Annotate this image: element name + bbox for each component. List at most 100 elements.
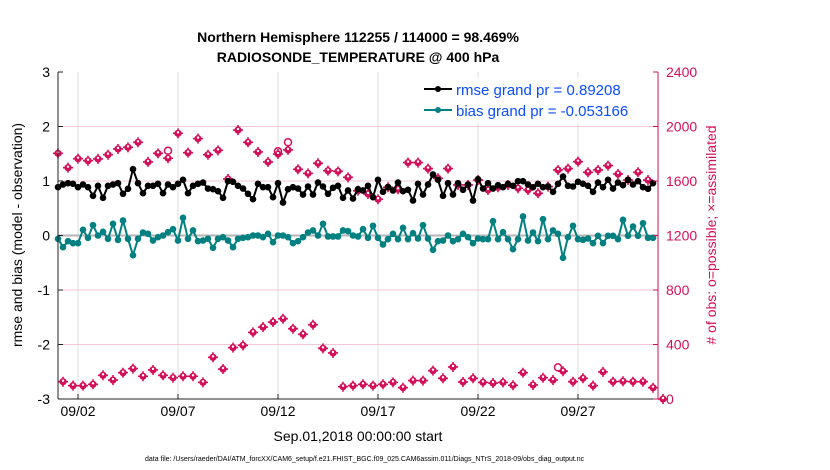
bias-point bbox=[244, 233, 252, 241]
legend-bias: bias grand pr = -0.053166 bbox=[456, 103, 628, 120]
bias-point bbox=[274, 232, 282, 239]
rmse-point bbox=[519, 177, 527, 185]
obs-marker bbox=[183, 147, 193, 158]
rmse-point bbox=[419, 191, 427, 198]
obs-marker bbox=[153, 148, 163, 159]
obs-marker bbox=[168, 372, 178, 383]
rmse-point bbox=[124, 185, 132, 193]
x-tick-label: 09/02 bbox=[60, 403, 95, 419]
obs-marker bbox=[193, 133, 203, 144]
rmse-point bbox=[294, 185, 302, 192]
bias-point bbox=[499, 228, 507, 236]
bias-point bbox=[174, 237, 182, 244]
obs-marker bbox=[113, 143, 123, 154]
bias-point bbox=[199, 237, 207, 244]
obs-marker bbox=[548, 375, 558, 386]
obs-marker bbox=[313, 158, 323, 169]
bias-point bbox=[289, 239, 297, 247]
rmse-point bbox=[349, 195, 357, 202]
obs-marker bbox=[88, 379, 98, 390]
bias-point bbox=[394, 235, 402, 243]
rmse-point bbox=[59, 181, 67, 188]
rmse-point bbox=[554, 180, 562, 188]
bias-point bbox=[549, 227, 557, 234]
obs-marker bbox=[613, 168, 623, 179]
obs-marker bbox=[143, 156, 153, 167]
rmse-point bbox=[184, 189, 192, 197]
obs-marker bbox=[403, 157, 413, 168]
obs-marker bbox=[478, 377, 488, 388]
y-tick-label-right: 1200 bbox=[666, 228, 697, 244]
bias-point bbox=[414, 235, 422, 242]
rmse-point bbox=[604, 176, 612, 184]
bias-point bbox=[164, 228, 172, 236]
rmse-point bbox=[334, 182, 342, 190]
bias-point bbox=[614, 235, 622, 243]
bias-point bbox=[559, 254, 567, 262]
bias-point bbox=[489, 217, 497, 225]
obs-marker bbox=[418, 375, 428, 386]
bias-point bbox=[479, 235, 487, 243]
y-tick-label-right: 1600 bbox=[666, 173, 697, 189]
bias-point bbox=[264, 230, 272, 238]
obs-marker bbox=[93, 153, 103, 164]
y-tick-label-left: 0 bbox=[42, 228, 50, 244]
obs-marker bbox=[63, 162, 73, 173]
y-tick-label-left: 3 bbox=[42, 64, 50, 80]
rmse-point bbox=[209, 185, 217, 193]
rmse-point bbox=[494, 181, 502, 189]
obs-marker bbox=[198, 377, 208, 388]
obs-marker bbox=[83, 155, 93, 166]
rmse-point bbox=[589, 188, 597, 196]
rmse-point bbox=[329, 184, 337, 192]
rmse-point bbox=[474, 175, 482, 183]
rmse-point bbox=[414, 180, 422, 188]
rmse-point bbox=[284, 185, 292, 193]
bias-point bbox=[619, 216, 627, 224]
rmse-point bbox=[514, 177, 522, 185]
y-tick-label-left: -1 bbox=[38, 282, 51, 298]
rmse-point bbox=[479, 185, 487, 192]
obs-marker bbox=[603, 160, 613, 171]
obs-marker bbox=[108, 375, 118, 386]
y-tick-label-right: 2000 bbox=[666, 119, 697, 135]
rmse-point bbox=[114, 179, 122, 187]
rmse-point bbox=[444, 179, 452, 187]
rmse-point bbox=[459, 186, 467, 194]
bias-point bbox=[129, 251, 137, 259]
rmse-point bbox=[94, 182, 102, 190]
rmse-point bbox=[214, 187, 222, 195]
rmse-point bbox=[354, 185, 362, 193]
rmse-point bbox=[189, 182, 197, 190]
obs-marker bbox=[628, 376, 638, 387]
rmse-point bbox=[619, 181, 627, 189]
bias-point bbox=[284, 233, 292, 241]
rmse-point bbox=[64, 179, 72, 187]
rmse-point bbox=[229, 178, 237, 186]
bias-point bbox=[74, 239, 82, 247]
bias-point bbox=[184, 235, 192, 243]
bias-point bbox=[234, 235, 242, 243]
rmse-point bbox=[394, 179, 402, 186]
obs-marker bbox=[408, 375, 418, 386]
bias-point bbox=[239, 234, 247, 242]
rmse-point bbox=[169, 183, 177, 191]
bias-point bbox=[644, 234, 652, 242]
rmse-point bbox=[269, 193, 277, 201]
y-axis-right-label: # of obs: o=possible; ×=assimilated bbox=[703, 125, 719, 344]
obs-marker bbox=[218, 364, 228, 375]
bias-point bbox=[374, 234, 382, 242]
bias-point bbox=[384, 235, 392, 243]
rmse-point bbox=[439, 192, 447, 200]
legend-rmse-marker bbox=[435, 86, 441, 92]
bias-point bbox=[359, 225, 367, 233]
bias-point bbox=[589, 239, 597, 247]
bias-point bbox=[149, 237, 157, 244]
obs-marker bbox=[413, 157, 423, 168]
bias-point bbox=[554, 230, 562, 238]
obs-marker bbox=[428, 365, 438, 376]
bias-point bbox=[569, 222, 577, 230]
obs-marker bbox=[568, 376, 578, 387]
bias-point bbox=[594, 232, 602, 240]
obs-marker bbox=[128, 363, 138, 374]
